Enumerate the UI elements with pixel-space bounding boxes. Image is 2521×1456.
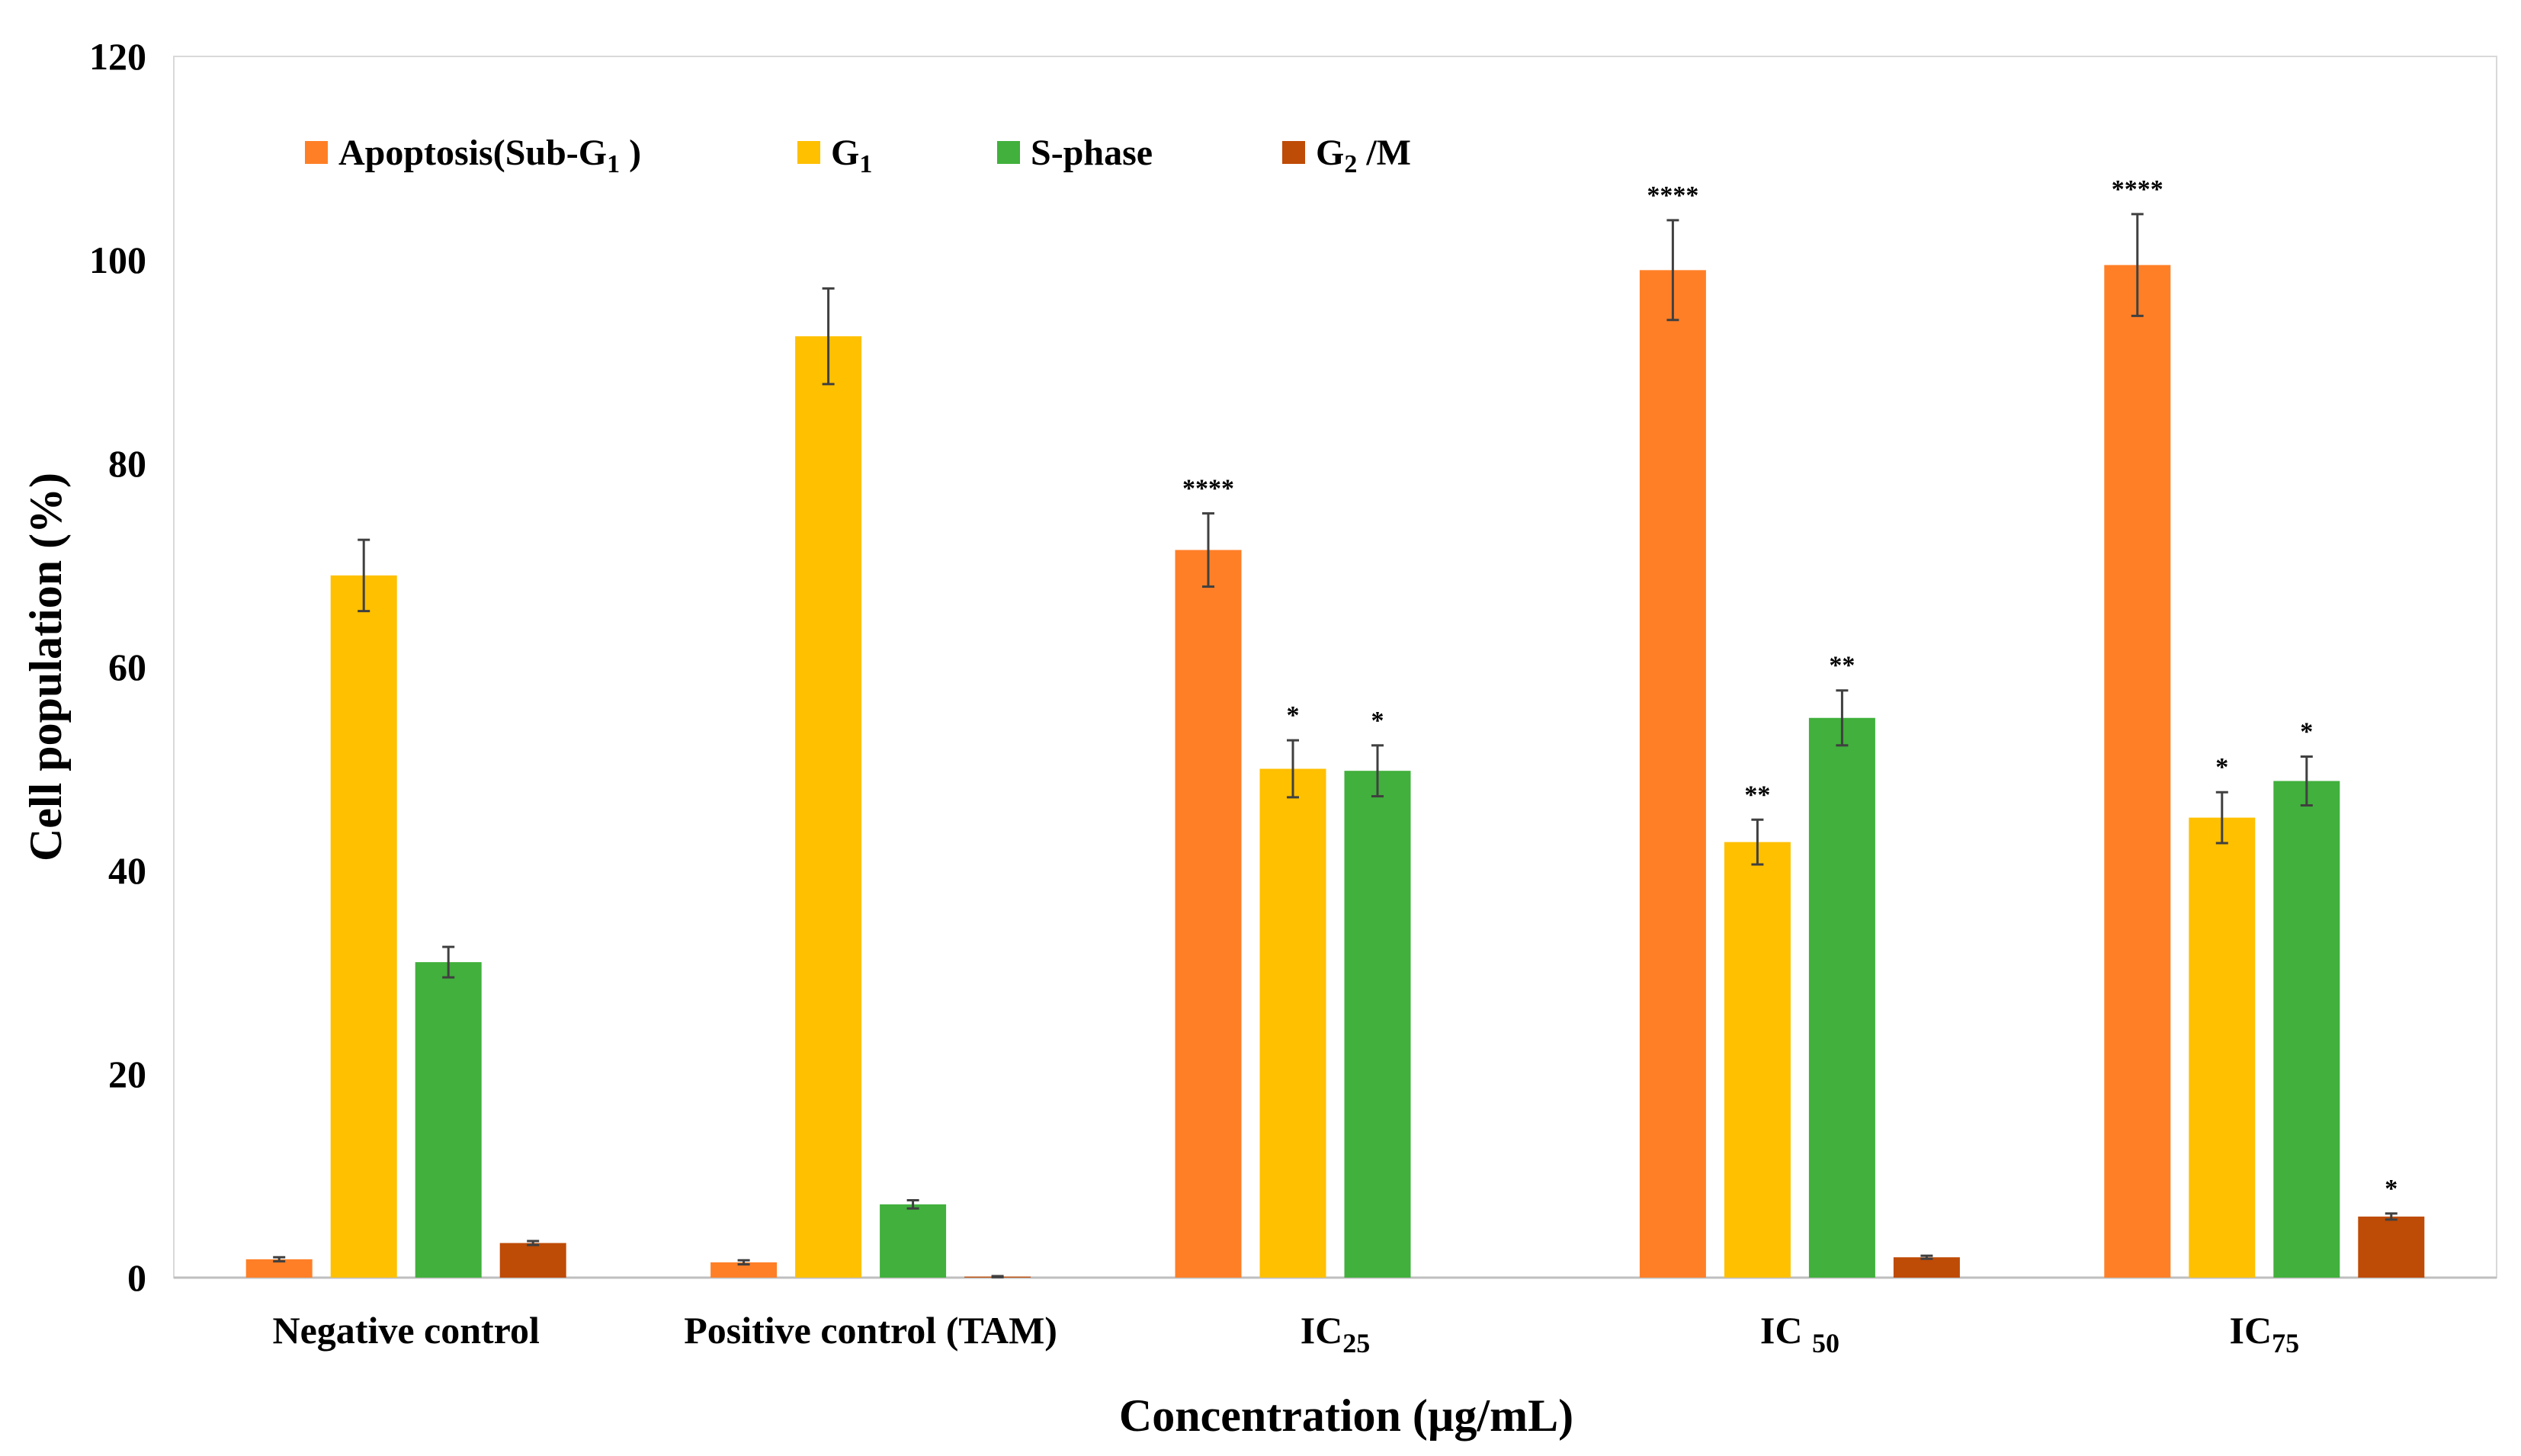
bar — [2358, 1216, 2425, 1278]
legend-swatch — [997, 141, 1020, 164]
y-tick-label: 20 — [108, 1053, 146, 1095]
bar — [499, 1243, 566, 1278]
bar — [1808, 717, 1875, 1278]
bar — [710, 1262, 778, 1278]
bar — [2104, 265, 2171, 1278]
significance-label: * — [2215, 753, 2228, 781]
bar — [1259, 768, 1326, 1278]
significance-label: **** — [2112, 175, 2163, 204]
bar — [2273, 781, 2340, 1278]
legend-label: G2 /M — [1316, 133, 1411, 178]
bar — [880, 1204, 947, 1278]
legend-swatch — [797, 141, 820, 164]
x-category-label: IC75 — [2230, 1309, 2300, 1358]
bar — [1893, 1257, 1960, 1278]
bar — [1724, 842, 1791, 1278]
bar — [1175, 550, 1242, 1278]
bar — [795, 336, 862, 1278]
bar — [415, 962, 482, 1278]
x-category-label: Negative control — [273, 1309, 540, 1352]
bar — [330, 575, 397, 1278]
bar — [2189, 817, 2256, 1278]
legend-label: Apoptosis(Sub-G1 ) — [338, 133, 641, 178]
y-tick-label: 80 — [108, 442, 146, 485]
legend-label: G1 — [831, 133, 872, 178]
x-category-label: IC 50 — [1760, 1309, 1839, 1358]
significance-label: ** — [1829, 652, 1855, 680]
y-tick-label: 100 — [89, 239, 146, 281]
significance-label: ** — [1744, 781, 1770, 809]
y-tick-label: 120 — [89, 35, 146, 78]
x-axis-title: Concentration (µg/mL) — [1119, 1390, 1573, 1441]
bar — [1639, 270, 1706, 1278]
significance-label: * — [2300, 717, 2313, 746]
y-axis-title: Cell population (%) — [21, 473, 71, 861]
significance-label: **** — [1647, 181, 1698, 210]
significance-label: **** — [1182, 474, 1234, 502]
y-tick-label: 60 — [108, 646, 146, 688]
x-category-label: Positive control (TAM) — [684, 1309, 1057, 1352]
significance-label: * — [1371, 707, 1384, 735]
legend-swatch — [305, 141, 328, 164]
y-tick-label: 0 — [127, 1256, 146, 1299]
legend-swatch — [1282, 141, 1305, 164]
bar — [1344, 771, 1411, 1278]
y-tick-label: 40 — [108, 849, 146, 892]
significance-label: * — [1287, 701, 1300, 730]
significance-label: * — [2385, 1175, 2398, 1203]
legend-label: S-phase — [1031, 133, 1153, 173]
x-category-label: IC25 — [1301, 1309, 1371, 1358]
